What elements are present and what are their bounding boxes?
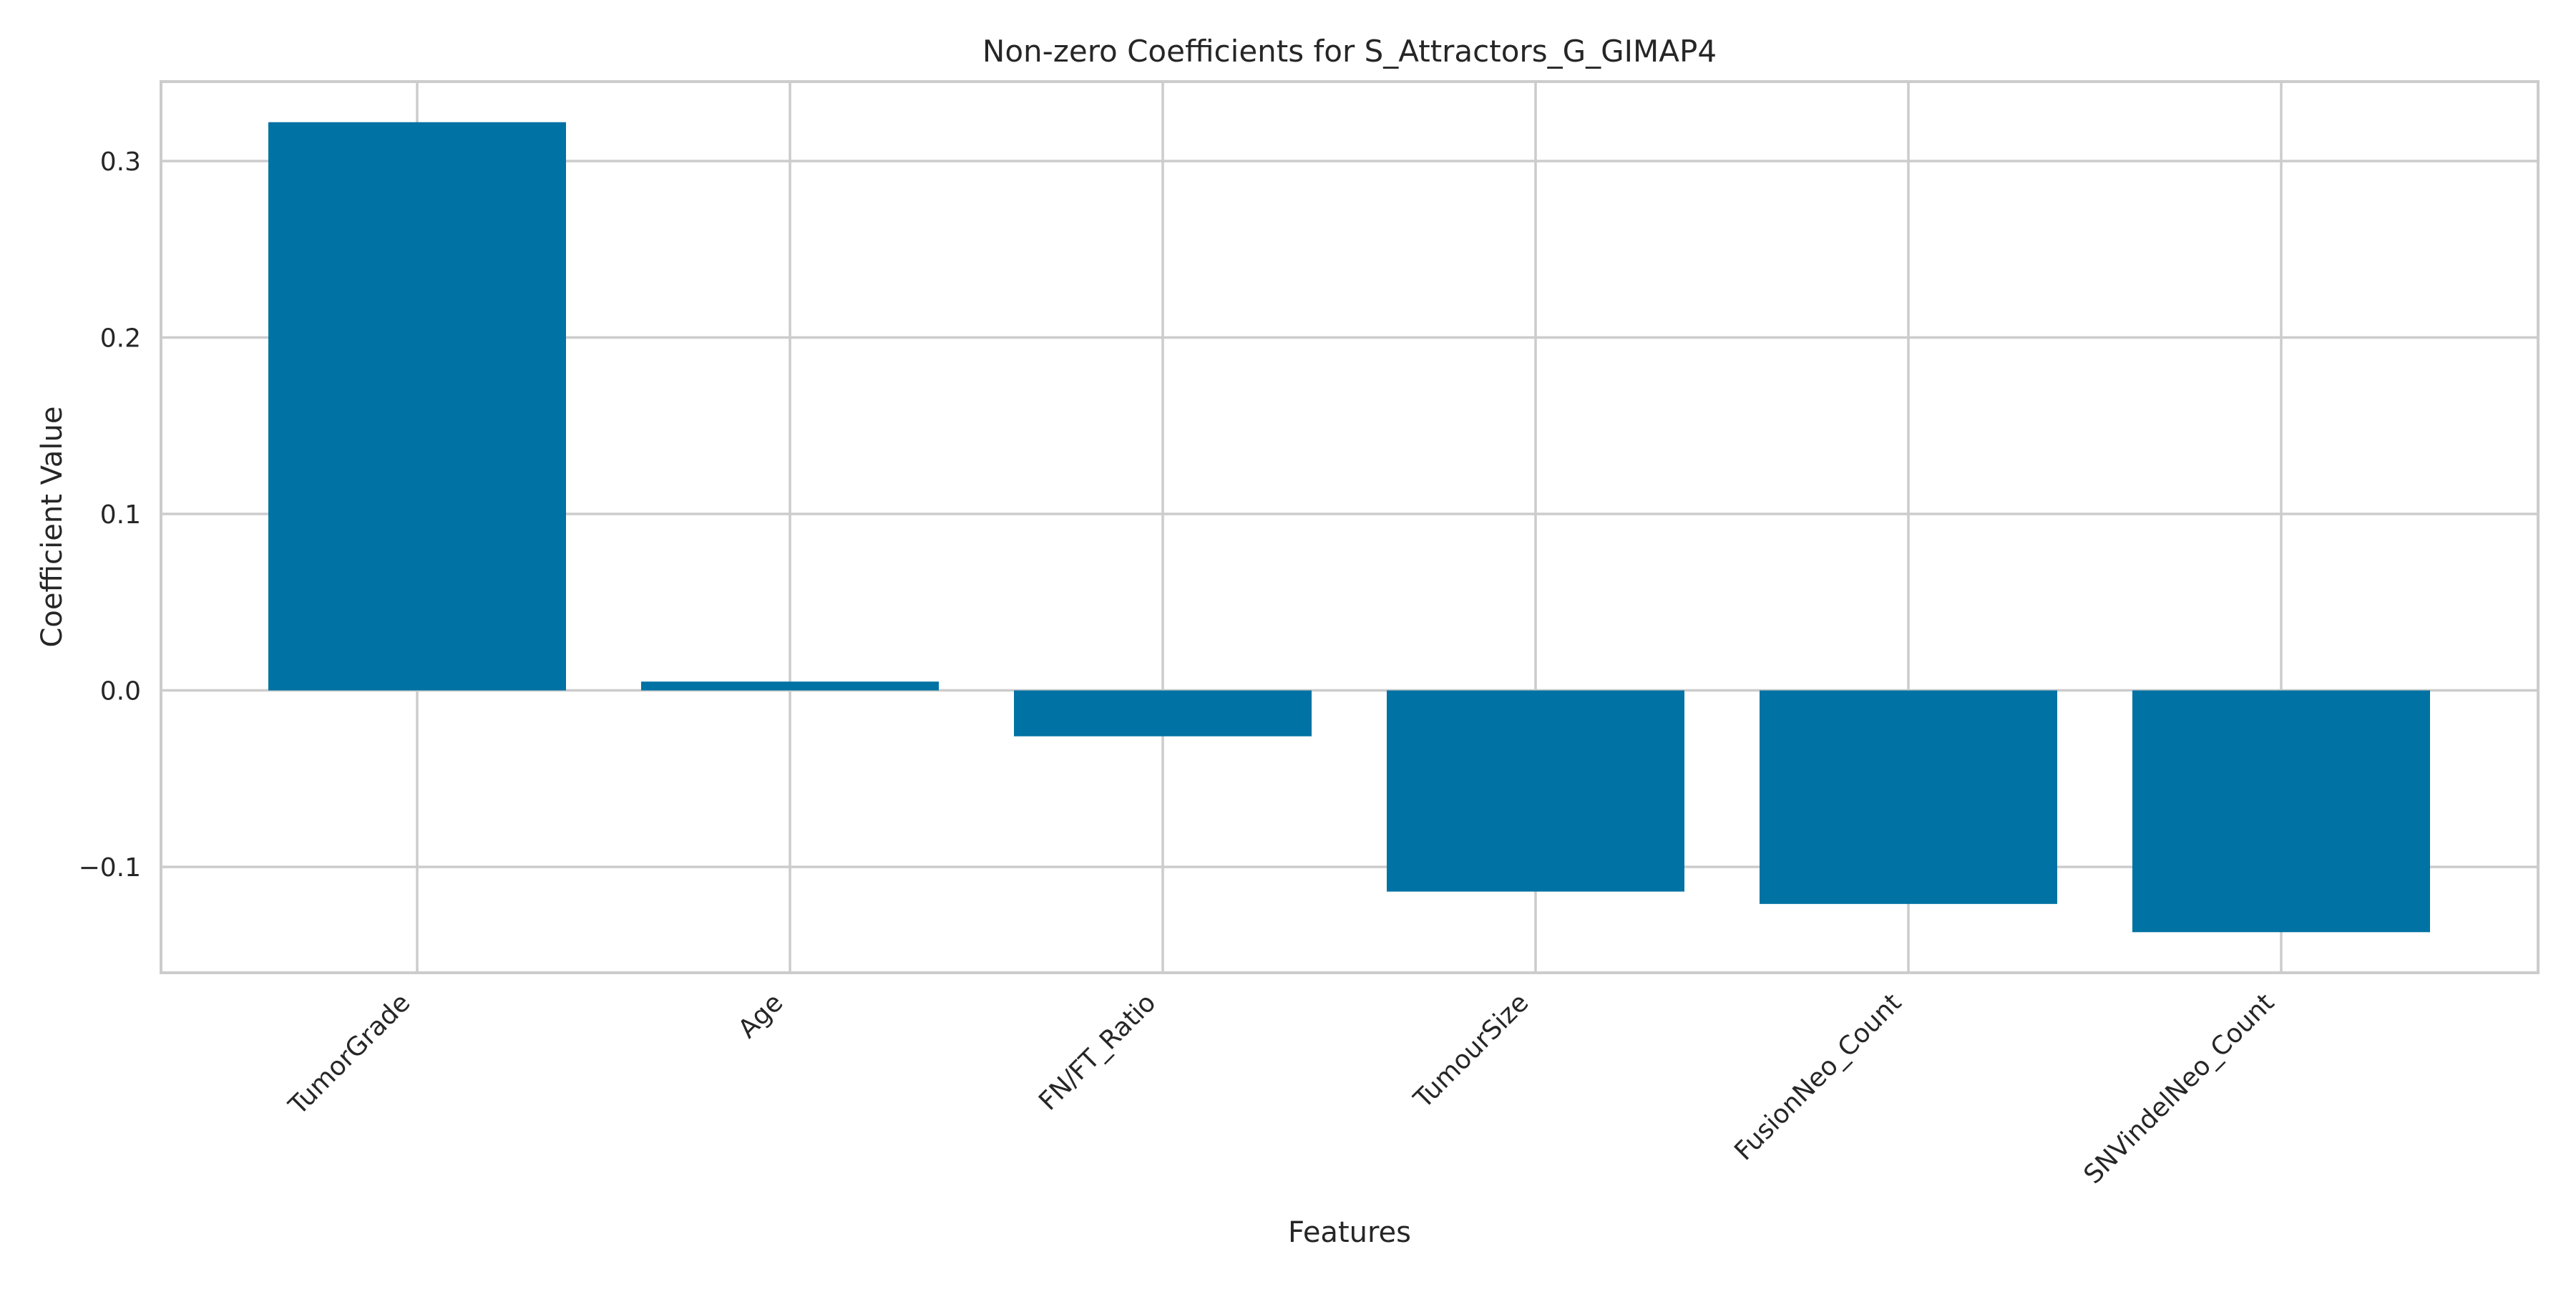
bars <box>268 122 2430 933</box>
bar-fusionneo-count <box>1760 690 2057 904</box>
y-tick-labels: −0.1 0.0 0.1 0.2 0.3 <box>79 147 141 883</box>
bar-tumoursize <box>1387 690 1684 892</box>
x-tick-label: Age <box>733 988 789 1044</box>
x-tick-label: TumourSize <box>1408 988 1535 1114</box>
y-tick-label: 0.1 <box>100 500 141 530</box>
x-tick-labels: TumorGrade Age FN/FT_Ratio TumourSize Fusion… <box>283 988 2280 1190</box>
bar-age <box>641 681 939 691</box>
y-tick-label: 0.0 <box>100 677 141 706</box>
y-tick-label: 0.2 <box>100 324 141 353</box>
x-tick-label: FusionNeo_Count <box>1729 988 1907 1166</box>
bar-fn-ft-ratio <box>1014 690 1312 737</box>
x-tick-label: FN/FT_Ratio <box>1033 988 1161 1116</box>
chart-title: Non-zero Coefficients for S_Attractors_G… <box>982 34 1717 69</box>
bar-snvindelneo-count <box>2132 690 2430 933</box>
bar-tumorgrade <box>268 122 566 691</box>
y-axis-label: Coefficient Value <box>36 407 69 648</box>
y-tick-label: −0.1 <box>79 853 141 883</box>
x-tick-label: SNVindelNeo_Count <box>2079 988 2280 1190</box>
x-axis-label: Features <box>1288 1216 1411 1249</box>
y-tick-label: 0.3 <box>100 147 141 177</box>
x-tick-label: TumorGrade <box>283 988 416 1121</box>
plot-frame <box>160 80 2540 974</box>
